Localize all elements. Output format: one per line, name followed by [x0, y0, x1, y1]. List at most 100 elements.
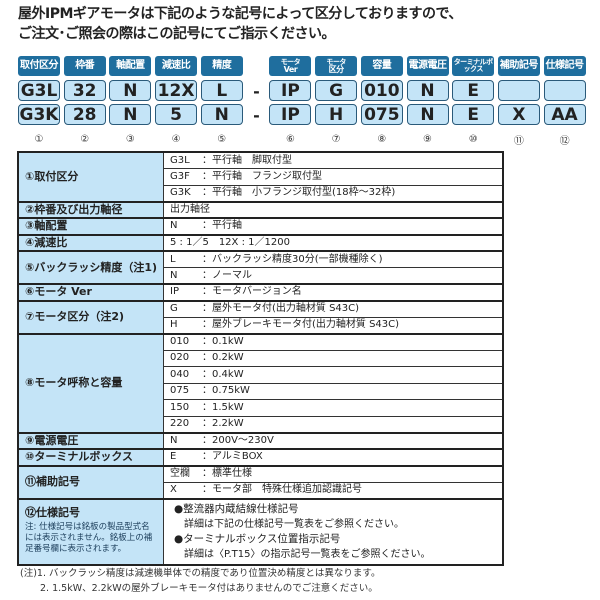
- description: ：0.1kW: [202, 336, 244, 347]
- position-number: ⑩: [468, 133, 478, 145]
- code-header: 減速比: [155, 56, 198, 76]
- position-number: ①: [34, 133, 44, 145]
- row-value: L ：バックラッシ精度30分(一部機種除く): [163, 250, 504, 268]
- spec-code-detail: ●整流器内蔵結線仕様記号 詳細は下記の仕様記号一覧表をご参照ください。 ●ターミナル…: [163, 497, 504, 565]
- number-row: ① ② ③ ④ ⑤ ⑥ ⑦ ⑧ ⑨ ⑩ ⑪ ⑫: [18, 128, 589, 150]
- code-box: E: [452, 104, 495, 125]
- row-value: X ：モータ部 特殊仕様追加認識記号: [163, 481, 504, 499]
- position-number: ⑧: [377, 133, 387, 145]
- footnote-1: (注)1. バックラッシ精度は減速機単体での精度であり位置決め精度とは異なります…: [20, 568, 381, 579]
- description: ：屋外ブレーキモータ付(出力軸材質 S43C): [202, 319, 400, 330]
- code-box: H: [315, 104, 358, 125]
- dash: -: [253, 81, 260, 101]
- code-header: 補助記号: [497, 56, 540, 76]
- code-box: IP: [269, 104, 312, 125]
- description: ：アルミBOX: [202, 451, 263, 463]
- row-label: ④減速比: [17, 233, 164, 252]
- title-line: 屋外IPMギアモータは下記のような記号によって区分しておりますので、: [18, 6, 462, 22]
- description: ：平行軸 フランジ取付型: [202, 170, 322, 182]
- position-number: ⑦: [331, 133, 341, 145]
- code-header: 取付区分: [18, 56, 60, 76]
- code: G3F: [170, 170, 190, 182]
- code-box: 32: [63, 80, 106, 101]
- description: ：屋外モータ付(出力軸材質 S43C): [202, 303, 360, 314]
- row-value: 020 ：0.2kW: [163, 349, 504, 367]
- code-header: 軸配置: [109, 56, 152, 76]
- table-row: ⑧モータ呼称と容量 010 ：0.1kW: [17, 332, 504, 433]
- position-number: ⑪: [513, 135, 524, 147]
- table-row: ⑤バックラッシ精度（注1) L ：バックラッシ精度30分(一部機種除く): [17, 250, 504, 285]
- row-label: ⑧モータ呼称と容量: [17, 332, 164, 433]
- description: ：ノーマル: [202, 269, 252, 281]
- footnotes: (注)1. バックラッシ精度は減速機単体での精度であり位置決め精度とは異なります…: [20, 566, 380, 596]
- row-value: H ：屋外ブレーキモータ付(出力軸材質 S43C): [163, 316, 504, 334]
- code: IP: [170, 286, 179, 298]
- description: ：0.4kW: [202, 368, 244, 380]
- row-value: 220 ：2.2kW: [163, 415, 504, 433]
- label-text: ⑫仕様記号: [25, 505, 80, 519]
- row-label: ②枠番及び出力軸径: [17, 200, 164, 219]
- code-box: N: [109, 80, 152, 101]
- code-header: モータ 区分: [315, 56, 358, 76]
- code-header-line: モータ: [280, 57, 301, 66]
- description: ：平行軸 脚取付型: [202, 154, 292, 166]
- row-label: ⑥モータ Ver: [17, 283, 164, 301]
- description: ：1.5kW: [202, 401, 244, 413]
- code: 010: [170, 336, 190, 347]
- code-box: G3K: [18, 104, 60, 125]
- position-number: ③: [125, 133, 135, 145]
- table-row: ②枠番及び出力軸径 出力軸径: [17, 200, 504, 219]
- position-number: ②: [80, 133, 90, 145]
- position-number: ⑫: [559, 135, 570, 147]
- code-box: N: [406, 104, 449, 125]
- title-line: ご注文･ご照会の際はこの記号にてご指示ください。: [18, 26, 335, 42]
- row-value: N ：平行軸: [163, 217, 504, 235]
- row-value: G ：屋外モータ付(出力軸材質 S43C): [163, 299, 504, 318]
- example1-row: G3L 32 N 12X L - IP G 010 N E: [18, 80, 589, 102]
- spec-line: ●ターミナルボックス位置指示記号: [174, 532, 341, 545]
- position-number: ⑨: [423, 133, 432, 145]
- code-box: G3L: [18, 80, 60, 101]
- code: N: [170, 434, 178, 446]
- description: ：200V～230V: [202, 434, 274, 446]
- row-value: 075 ：0.75kW: [163, 382, 504, 400]
- row-label: ⑦モータ区分（注2): [17, 299, 164, 334]
- description: ：平行軸: [202, 220, 242, 232]
- code-header-line: Ver: [283, 64, 298, 74]
- code: 075: [170, 385, 190, 397]
- description: ：モータ部 特殊仕様追加認識記号: [202, 484, 362, 495]
- dash: [246, 128, 266, 150]
- code-box: 010: [360, 80, 403, 101]
- code-header: ターミナルボックス: [452, 56, 495, 76]
- description: ：2.2kW: [202, 418, 244, 429]
- spec-table: ①取付区分 G3L ：平行軸 脚取付型 G3F ：平行軸 フランジ取付型 G3K ：平行軸 …: [17, 151, 504, 566]
- code: G3K: [170, 187, 191, 198]
- description: ：モータバージョン名: [202, 286, 302, 298]
- code: 020: [170, 352, 190, 364]
- row-value: 5 : 1／5 12X : 1／1200: [163, 233, 504, 252]
- spec-line: ●整流器内蔵結線仕様記号: [174, 502, 299, 515]
- code-box: 075: [360, 104, 403, 125]
- code: E: [170, 451, 177, 463]
- code-box: L: [200, 80, 243, 101]
- row-value: E ：アルミBOX: [163, 448, 504, 466]
- code-box: N: [406, 80, 449, 101]
- row-value: 040 ：0.4kW: [163, 366, 504, 384]
- row-value: N ：200V～230V: [163, 431, 504, 450]
- row-label: ⑫仕様記号 注: 仕様記号は銘板の製品型式名には表示されません。銘板上の補足番号欄…: [17, 497, 164, 565]
- row-label: ⑤バックラッシ精度（注1): [17, 250, 164, 285]
- row-value: G3K ：平行軸 小フランジ取付型(18枠～32枠): [163, 184, 504, 202]
- table-row: ⑪補助記号 空欄 ：標準仕様: [17, 464, 504, 499]
- code-box: N: [200, 104, 243, 125]
- table-row: ④減速比 5 : 1／5 12X : 1／1200: [17, 233, 504, 252]
- code-header: 精度: [200, 56, 243, 76]
- table-row: ⑦モータ区分（注2) G ：屋外モータ付(出力軸材質 S43C): [17, 299, 504, 334]
- code-header: モータ Ver: [269, 56, 312, 76]
- code-header: 枠番: [63, 56, 106, 76]
- code-box: N: [109, 104, 152, 125]
- code-box: AA: [543, 104, 586, 125]
- dash: [246, 56, 266, 78]
- position-number: ⑥: [285, 133, 295, 145]
- row-value: 150 ：1.5kW: [163, 399, 504, 417]
- footnote-2: 2. 1.5kW、2.2kWの屋外ブレーキモータ付はありませんのでご注意ください…: [40, 583, 378, 594]
